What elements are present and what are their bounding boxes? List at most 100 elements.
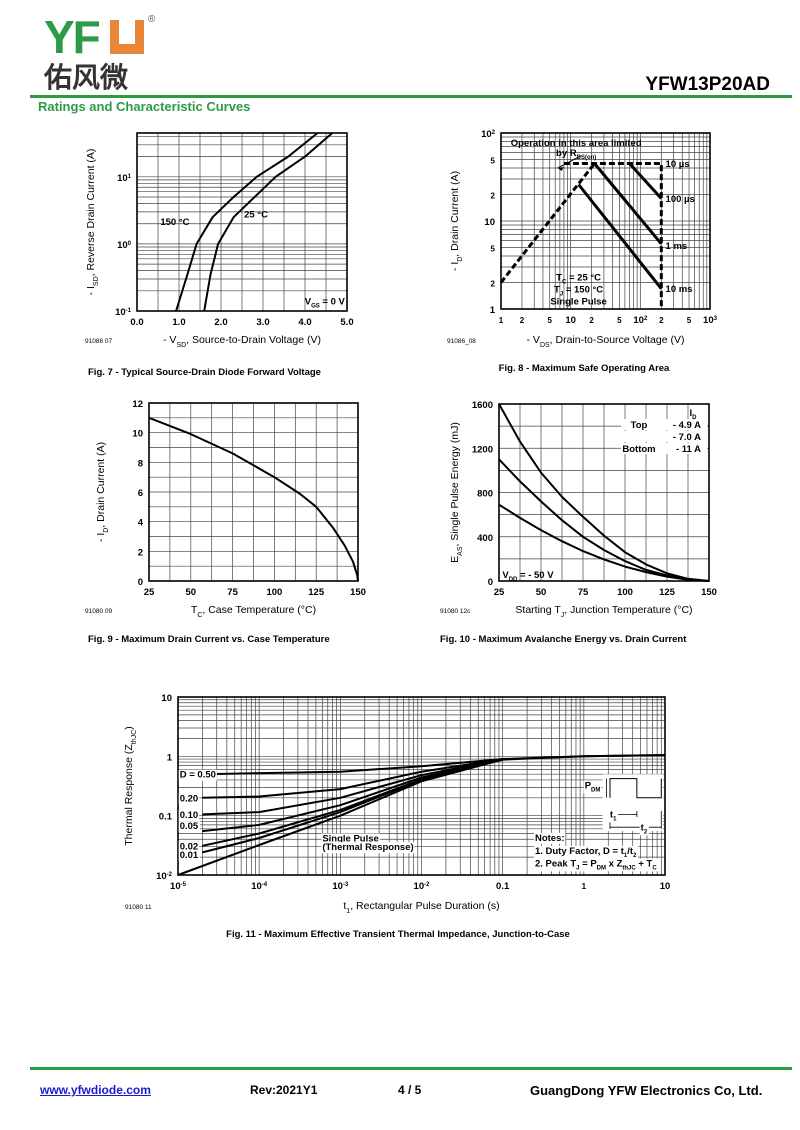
y-tick-label: 5 xyxy=(491,244,496,253)
y-tick-label: 4 xyxy=(138,518,144,529)
text-segment: 10 xyxy=(332,881,343,892)
text-segment: 0 xyxy=(128,241,132,247)
text-segment: 91086_08 xyxy=(447,338,476,345)
text-segment: -5 xyxy=(181,882,187,888)
text-segment: 25 xyxy=(494,587,505,598)
x-tick-label: 0.0 xyxy=(130,317,143,328)
text-segment: Fig. 7 - Typical Source-Drain Diode Forw… xyxy=(88,367,321,378)
figure-caption: Fig. 10 - Maximum Avalanche Energy vs. D… xyxy=(440,634,687,645)
figure-id: 91086_08 xyxy=(447,338,476,345)
text-segment: 1.0 xyxy=(172,317,185,328)
y-axis-label: - ID, Drain Current (A) xyxy=(95,442,110,542)
text-segment: 8 xyxy=(138,458,143,469)
text-segment: SD xyxy=(176,342,186,349)
annotation-background xyxy=(178,821,200,833)
x-tick-label: 1.0 xyxy=(172,317,185,328)
y-tick-label: 8 xyxy=(138,458,143,469)
chart-annotation: t2 xyxy=(641,822,648,835)
chart-annotation: (Thermal Response) xyxy=(322,842,413,853)
x-axis-label: - VDS, Drain-to-Source Voltage (V) xyxy=(527,334,685,349)
text-segment: SD xyxy=(93,276,100,286)
footer-page: 4 / 5 xyxy=(398,1083,422,1097)
text-segment: 25 xyxy=(144,587,155,598)
y-tick-label: 6 xyxy=(138,488,143,499)
x-tick-label: 10-4 xyxy=(251,881,268,892)
arrow-head-icon xyxy=(557,167,564,172)
text-segment: 3 xyxy=(714,316,718,322)
x-axis-label: t1, Rectangular Pulse Duration (s) xyxy=(343,900,499,915)
text-segment: 1 xyxy=(624,853,628,859)
text-segment: 800 xyxy=(477,489,493,500)
text-segment: 10 xyxy=(117,173,128,184)
pulse-line xyxy=(609,778,662,799)
x-tick-label: 2 xyxy=(520,316,525,325)
text-segment: = 0 V xyxy=(320,297,346,308)
text-segment: , Case Temperature (°C) xyxy=(202,604,316,616)
footer-website[interactable]: www.yfwdiode.com xyxy=(40,1083,151,1097)
text-segment: , Reverse Drain Current (A) xyxy=(85,149,97,277)
legend-position-label: Bottom xyxy=(622,444,655,455)
x-tick-label: 2.0 xyxy=(214,317,227,328)
chart-fig-9: 25 50 75 100 125 150 0 2 4 6 8 10 12 TC, Case Tempera… xyxy=(85,399,366,645)
text-segment: 10 ms xyxy=(666,284,693,295)
chart-annotation: Single Pulse xyxy=(322,834,379,845)
text-segment: - I xyxy=(95,533,107,542)
annotation-background xyxy=(583,780,602,794)
text-segment: thJC xyxy=(131,730,138,744)
text-segment: 1 xyxy=(613,816,617,822)
x-tick-label: 1 xyxy=(582,882,587,891)
y-tick-label: 0 xyxy=(488,577,493,588)
plot-frame xyxy=(498,403,710,582)
text-segment: 10 µs xyxy=(666,159,690,170)
text-segment: 10 xyxy=(251,881,262,892)
text-segment: P xyxy=(585,780,592,791)
text-segment: 2.0 xyxy=(214,317,227,328)
series-line xyxy=(499,162,596,284)
text-segment: 2 xyxy=(492,130,496,136)
x-axis-label: - VSD, Source-to-Drain Voltage (V) xyxy=(163,334,321,349)
figure-caption: Fig. 9 - Maximum Drain Current vs. Case … xyxy=(88,634,330,645)
chart-annotation: Operation in this area limited xyxy=(511,138,642,149)
x-tick-label: 75 xyxy=(227,587,238,598)
text-segment: DS xyxy=(540,342,550,349)
text-segment: D xyxy=(103,528,110,533)
x-tick-label: 125 xyxy=(308,587,325,598)
figure-id: 91080 12c xyxy=(440,608,471,615)
series-line xyxy=(202,758,503,833)
chart-annotation: 1 ms xyxy=(666,241,688,252)
legend-background xyxy=(621,419,707,430)
x-tick-label: 150 xyxy=(350,587,366,598)
footer-divider xyxy=(30,1067,792,1070)
text-segment: T xyxy=(554,285,560,296)
text-segment: 5 xyxy=(687,316,692,325)
y-tick-label: 5 xyxy=(491,156,496,165)
x-tick-label: 150 xyxy=(701,587,717,598)
text-segment: 1 ms xyxy=(666,241,688,252)
text-segment: Single Pulse xyxy=(322,834,379,845)
text-segment: 5 xyxy=(491,244,496,253)
text-segment: x Z xyxy=(606,858,623,869)
website-link[interactable]: www.yfwdiode.com xyxy=(40,1083,151,1097)
text-segment: 2 xyxy=(491,192,496,201)
text-segment: T xyxy=(191,604,198,616)
text-segment: GS xyxy=(311,304,320,310)
text-segment: - I xyxy=(85,286,97,295)
text-segment: ) xyxy=(123,726,135,730)
text-segment: 12 xyxy=(132,399,143,410)
chart-annotation: 0.05 xyxy=(180,821,199,832)
x-tick-label: 102 xyxy=(633,315,648,326)
series-line xyxy=(202,758,503,799)
text-segment: 10 xyxy=(703,315,714,326)
y-tick-label: 2 xyxy=(491,192,496,201)
text-segment: 1 xyxy=(490,305,496,316)
text-segment: D xyxy=(692,415,697,421)
text-segment: 0 xyxy=(488,577,493,588)
text-segment: J xyxy=(576,865,579,871)
text-segment: 400 xyxy=(477,533,493,544)
annotation-background xyxy=(178,841,200,853)
x-tick-label: 50 xyxy=(186,587,197,598)
text-segment: 1. Duty Factor, D = t xyxy=(535,846,625,857)
series-line xyxy=(202,754,666,776)
text-segment: 100 µs xyxy=(666,194,695,205)
